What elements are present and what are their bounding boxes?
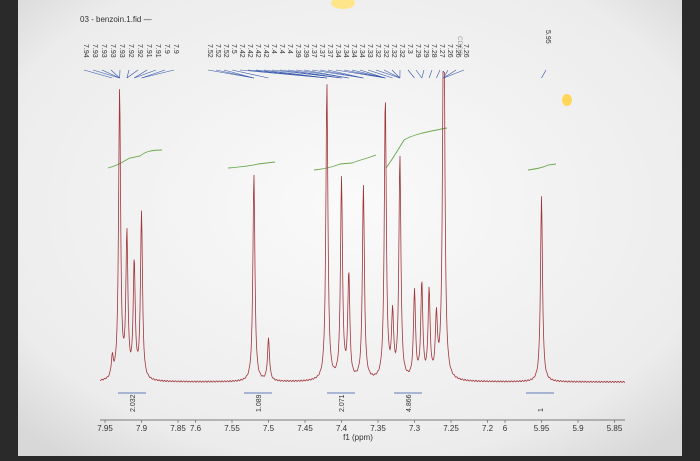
peak-label: 7.32 <box>398 44 405 58</box>
peak-label: 7.52 <box>214 44 221 58</box>
peak-label: 7.29 <box>414 44 421 58</box>
peak-label: 7.27 <box>438 44 445 58</box>
peak-label: 7.93 <box>100 44 107 58</box>
peak-label: 7.34 <box>342 44 349 58</box>
integral-label: 1 <box>538 408 545 412</box>
glare <box>562 94 572 106</box>
peak-label: 7.92 <box>136 44 143 58</box>
x-tick-label: 5.95 <box>534 424 550 433</box>
peak-label: 7.9 <box>172 44 179 54</box>
x-tick-label: 7.4 <box>336 424 348 433</box>
peak-label: 7.26 <box>446 44 453 58</box>
x-tick-label: 5.9 <box>572 424 584 433</box>
peak-label: 7.42 <box>262 44 269 58</box>
peak-label: 7.93 <box>109 44 116 58</box>
x-tick-label: 7.2 <box>482 424 494 433</box>
peak-label: 7.52 <box>222 44 229 58</box>
peak-label: 7.93 <box>118 44 125 58</box>
peak-label: 7.28 <box>430 44 437 58</box>
x-axis-label: f1 (ppm) <box>343 433 373 442</box>
x-tick-label: 7.95 <box>97 424 113 433</box>
peak-label: 7.4 <box>270 44 277 54</box>
peak-label: 7.3 <box>406 44 413 54</box>
peak-label: 7.42 <box>246 44 253 58</box>
peak-label: 7.93 <box>91 44 98 58</box>
x-tick-label: 7.55 <box>224 424 240 433</box>
peak-label: 7.91 <box>154 44 161 58</box>
x-tick-label: 5.85 <box>607 424 623 433</box>
x-tick-label: 7.45 <box>297 424 313 433</box>
x-tick-label: 6 <box>503 424 508 433</box>
peak-label: 7.32 <box>390 44 397 58</box>
x-tick-label: 7.35 <box>370 424 386 433</box>
screen <box>18 0 682 456</box>
peak-label: 7.34 <box>334 44 341 58</box>
peak-label: 7.94 <box>82 44 89 58</box>
x-tick-label: 7.9 <box>136 424 148 433</box>
x-tick-label: 7.85 <box>170 424 186 433</box>
peak-label: 7.33 <box>366 44 373 58</box>
integral-label: 2.071 <box>339 394 346 412</box>
x-tick-label: 7.25 <box>443 424 459 433</box>
peak-label: 7.34 <box>358 44 365 58</box>
chart-title: 03 - benzoin.1.fid — <box>80 15 152 24</box>
peak-label: 7.91 <box>145 44 152 58</box>
peak-label: 7.37 <box>318 44 325 58</box>
peak-label: 7.39 <box>302 44 309 58</box>
peak-label: 7.9 <box>163 44 170 54</box>
integral-label: 4.866 <box>406 394 413 412</box>
peak-label: 7.42 <box>238 44 245 58</box>
peak-label: 7.4 <box>278 44 285 54</box>
integral-label: 1.089 <box>256 394 263 412</box>
peak-label: 7.37 <box>326 44 333 58</box>
x-tick-label: 7.5 <box>263 424 275 433</box>
peak-label: 7.26 <box>462 44 469 58</box>
peak-label: 5.95 <box>544 30 551 44</box>
peak-label: 7.39 <box>294 44 301 58</box>
peak-label: 7.5 <box>230 44 237 54</box>
x-tick-label: 7.3 <box>409 424 421 433</box>
integral-label: 2.032 <box>130 394 137 412</box>
peak-label: 7.92 <box>127 44 134 58</box>
peak-label: 7.42 <box>254 44 261 58</box>
peak-label: 7.32 <box>382 44 389 58</box>
peak-label: 7.34 <box>350 44 357 58</box>
peak-label: 7.52 <box>206 44 213 58</box>
peak-label: 7.32 <box>374 44 381 58</box>
peak-label: 7.37 <box>310 44 317 58</box>
peak-label: 7.29 <box>422 44 429 58</box>
peak-label: 7.26 <box>454 44 461 58</box>
peak-label: 7.4 <box>286 44 293 54</box>
x-tick-label: 7.6 <box>190 424 202 433</box>
